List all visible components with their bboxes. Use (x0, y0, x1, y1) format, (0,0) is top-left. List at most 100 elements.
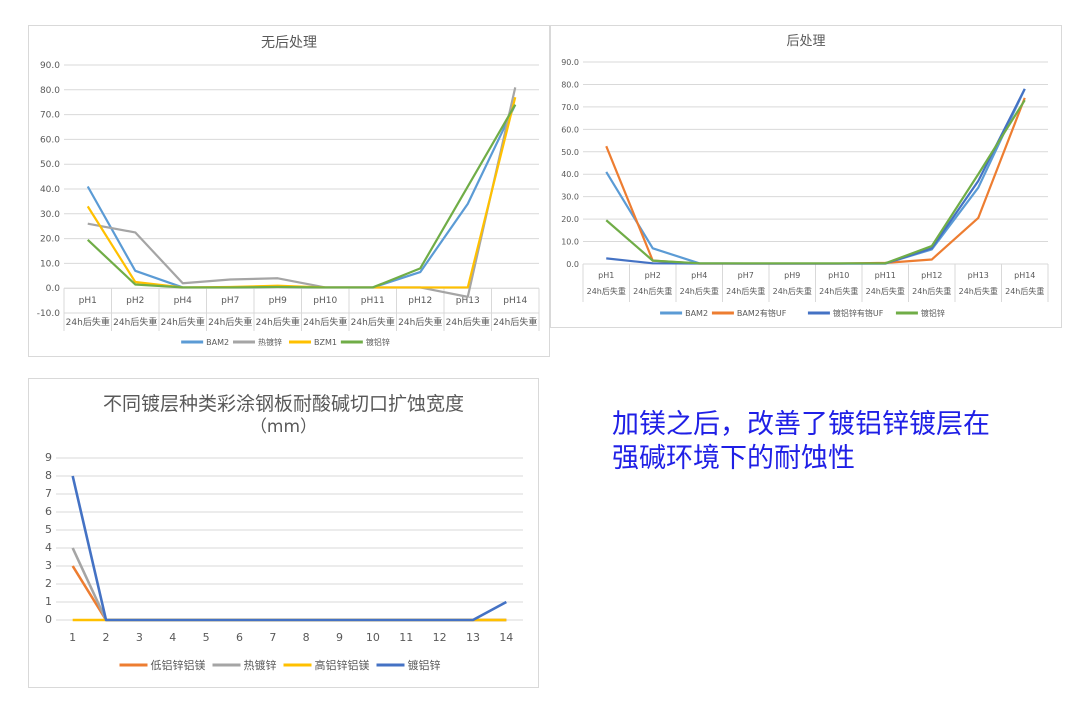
y-tick-label: 90.0 (561, 58, 579, 67)
x-category-label: pH13 (968, 271, 989, 280)
x-tick-label: 1 (69, 631, 76, 644)
x-tick-label: 14 (499, 631, 513, 644)
note-line-1: 加镁之后，改善了镀铝锌镀层在 (612, 409, 990, 440)
y-tick-label: 2 (45, 577, 52, 590)
x-tick-label: 12 (433, 631, 447, 644)
chart-title: 无后处理 (261, 35, 317, 51)
x-category-label: pH14 (503, 296, 527, 306)
y-tick-label: 8 (45, 469, 52, 482)
y-tick-label: 0 (45, 613, 52, 626)
x-category-label: pH7 (221, 296, 239, 306)
chart-title: 不同镀层种类彩涂钢板耐酸碱切口扩蚀宽度 (103, 393, 464, 415)
x-tick-label: 9 (336, 631, 343, 644)
series-line-BZM1 (86, 96, 517, 289)
chart-cut-edge-corrosion-width: 不同镀层种类彩涂钢板耐酸碱切口扩蚀宽度 （mm） 0 1 2 3 4 5 6 7 8 9 1 2 3 4 5 6 7… (28, 378, 539, 688)
legend-label: BAM2有铬UF (737, 308, 787, 318)
chart-title: 后处理 (786, 34, 825, 49)
series-line-BAM2有铬UF (605, 97, 1026, 265)
x-tick-label: 5 (203, 631, 210, 644)
y-tick-label: 70.0 (40, 111, 60, 121)
series-line-热镀锌 (87, 87, 517, 298)
series-line-镀铝锌 (86, 104, 517, 289)
chart-svg: 后处理 0.0 10.0 20.0 30.0 40.0 50.0 60.0 70.0 80.0 90… (561, 34, 1049, 318)
y-tick-label: 10.0 (561, 238, 579, 247)
x-tick-label: 13 (466, 631, 480, 644)
x-subcategory-label: 24h后失重 (113, 316, 157, 328)
x-tick-label: 8 (303, 631, 310, 644)
y-tick-label: 0.0 (566, 260, 579, 269)
chart-post-treatment: 后处理 0.0 10.0 20.0 30.0 40.0 50.0 60.0 70.0 80.0 90… (550, 25, 1062, 328)
y-tick-label: 20.0 (40, 235, 60, 245)
x-category-label: pH12 (921, 271, 942, 280)
x-category-label: pH9 (269, 296, 287, 306)
x-subcategory-label: 24h后失重 (726, 286, 765, 296)
x-category-label: pH11 (875, 271, 896, 280)
legend-label: 镀铝锌有铬UF (833, 308, 884, 318)
y-tick-label: 0.0 (46, 284, 61, 294)
x-subcategory-label: 24h后失重 (351, 316, 395, 328)
y-tick-label: 80.0 (561, 80, 579, 89)
legend-label: 镀铝锌 (408, 658, 441, 672)
x-subcategory-label: 24h后失重 (208, 316, 252, 328)
x-tick-label: 11 (399, 631, 413, 644)
x-subcategory-label: 24h后失重 (633, 286, 672, 296)
y-tick-label: 4 (45, 541, 52, 554)
series-line-镀铝锌 (71, 475, 507, 622)
legend-label: BAM2 (685, 309, 708, 318)
legend-label: BAM2 (206, 338, 229, 347)
series-line-BAM2 (86, 104, 517, 289)
y-tick-label: 80.0 (40, 86, 60, 96)
legend-label: 镀铝锌 (921, 308, 945, 318)
x-category-label: pH2 (645, 271, 661, 280)
y-tick-label: 40.0 (561, 170, 579, 179)
x-category-label: pH7 (738, 271, 754, 280)
series-line-镀铝锌 (605, 99, 1026, 265)
y-tick-label: 7 (45, 487, 52, 500)
conclusion-note: 加镁之后，改善了镀铝锌镀层在 强碱环境下的耐蚀性 (612, 408, 1052, 476)
y-tick-label: 10.0 (40, 259, 60, 269)
chart-subtitle: （mm） (250, 417, 317, 437)
legend-label: 热镀锌 (244, 658, 277, 672)
chart-svg: 无后处理 -10.0 0.0 10.0 20.0 30.0 40.0 50.0 60.0 70.0… (37, 35, 540, 347)
y-tick-label: 50.0 (561, 148, 579, 157)
x-tick-label: 2 (103, 631, 110, 644)
x-subcategory-label: 24h后失重 (398, 316, 442, 328)
x-category-label: pH9 (784, 271, 800, 280)
x-tick-label: 4 (169, 631, 176, 644)
x-subcategory-label: 24h后失重 (773, 286, 812, 296)
x-category-label: pH11 (361, 296, 385, 306)
x-category-label: pH10 (828, 271, 849, 280)
x-tick-label: 7 (269, 631, 276, 644)
legend-label: 热镀锌 (258, 337, 282, 347)
y-tick-label: 60.0 (40, 135, 60, 145)
x-category-label: pH4 (691, 271, 707, 280)
x-tick-label: 10 (366, 631, 380, 644)
x-category-label: pH12 (408, 296, 432, 306)
x-category-label: pH2 (126, 296, 144, 306)
y-tick-label: 30.0 (561, 193, 579, 202)
x-subcategory-label: 24h后失重 (680, 286, 719, 296)
y-tick-label: 9 (45, 451, 52, 464)
y-tick-label: 70.0 (561, 103, 579, 112)
y-tick-label: 20.0 (561, 215, 579, 224)
x-category-label: pH1 (598, 271, 614, 280)
x-category-label: pH4 (174, 296, 192, 306)
series-line-BAM2 (605, 88, 1026, 265)
x-subcategory-label: 24h后失重 (866, 286, 905, 296)
y-tick-label: 60.0 (561, 125, 579, 134)
series-line-镀铝锌有铬UF (606, 88, 1026, 265)
x-subcategory-label: 24h后失重 (256, 316, 300, 328)
y-tick-label: 6 (45, 505, 52, 518)
y-tick-label: 50.0 (40, 160, 60, 170)
legend-label: BZM1 (314, 338, 337, 347)
x-subcategory-label: 24h后失重 (66, 316, 110, 328)
y-tick-label: 40.0 (40, 185, 60, 195)
x-category-label: pH1 (79, 296, 97, 306)
x-tick-label: 3 (136, 631, 143, 644)
legend-label: 低铝锌铝镁 (151, 658, 206, 672)
x-subcategory-label: 24h后失重 (1005, 286, 1044, 296)
legend-label: 镀铝锌 (366, 337, 390, 347)
x-subcategory-label: 24h后失重 (959, 286, 998, 296)
y-tick-label: 5 (45, 523, 52, 536)
